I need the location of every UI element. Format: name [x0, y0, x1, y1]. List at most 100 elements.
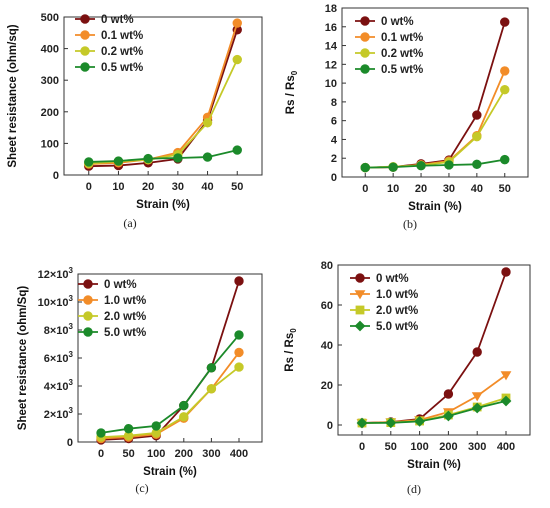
x-tick-label: 300: [468, 441, 486, 453]
data-point: [232, 18, 242, 28]
data-point: [234, 330, 244, 340]
y-tick-label: 0: [327, 420, 333, 432]
data-point: [500, 371, 512, 381]
plot-frame: [63, 16, 263, 176]
series-0-5wt: [360, 154, 510, 173]
data-point: [206, 384, 217, 394]
series-line: [88, 149, 238, 163]
data-point: [414, 416, 425, 427]
x-tick-label: 300: [202, 448, 220, 460]
x-tick-label: 50: [499, 183, 511, 195]
y-tick-label: 80: [321, 260, 333, 272]
series-line: [365, 89, 506, 169]
x-axis-label: Strain (%): [407, 459, 461, 471]
x-axis-label: Strain (%): [136, 199, 190, 211]
data-point: [113, 156, 124, 166]
data-point: [143, 153, 153, 164]
data-point: [179, 412, 189, 422]
x-axis-label: Strain (%): [143, 466, 197, 478]
x-tick-label: 10: [112, 181, 124, 193]
series-0-5wt: [84, 145, 242, 167]
x-tick-label: 200: [439, 441, 457, 453]
legend-label: 0 wt%: [376, 273, 409, 285]
legend-label: 1.0 wt%: [376, 289, 418, 301]
x-tick-label: 50: [122, 448, 134, 460]
data-point: [472, 131, 482, 142]
legend-label: 2.0 wt%: [376, 305, 418, 317]
series-line: [365, 70, 506, 169]
legend-swatch-marker: [83, 279, 93, 289]
data-point: [84, 157, 94, 167]
data-point: [206, 363, 217, 373]
y-tick-label: 200: [41, 107, 59, 119]
x-tick-label: 100: [147, 448, 165, 460]
y-tick-label: 0: [331, 172, 337, 184]
legend: 0 wt% 1.0 wt% 2.0 wt% 5.0 wt%: [78, 279, 146, 339]
y-tick-label: 300: [41, 75, 59, 87]
legend-label: 0.1 wt%: [381, 32, 423, 44]
legend-swatch-marker: [360, 64, 370, 74]
y-tick-label: 500: [41, 12, 59, 24]
legend-label: 0 wt%: [381, 16, 414, 28]
data-point: [416, 161, 426, 171]
legend-swatch-marker: [83, 295, 93, 305]
x-tick-label: 30: [172, 181, 184, 193]
legend-swatch-marker: [80, 30, 90, 40]
x-tick-label: 20: [142, 181, 154, 193]
plot-frame: [337, 264, 531, 436]
legend-swatch-marker: [83, 311, 93, 321]
series-5-0wt: [356, 395, 512, 429]
legend-swatch-marker: [355, 305, 365, 315]
legend-swatch-marker: [80, 46, 90, 56]
legend-label: 0.2 wt%: [101, 46, 143, 58]
data-point: [151, 421, 161, 431]
data-point: [356, 417, 368, 429]
legend: 0 wt% 0.1 wt% 0.2 wt% 0.5 wt%: [355, 16, 423, 76]
plot-frame: [341, 7, 529, 178]
y-tick-label: 16: [325, 22, 337, 34]
data-point: [472, 347, 482, 357]
y-tick-label: 14: [325, 41, 338, 53]
data-point: [388, 162, 398, 172]
data-point: [96, 428, 106, 438]
y-tick-label: 0: [67, 437, 73, 449]
chart-panel-2: 0 2 4 6 8 10 12 14 16 18 0 10 20 30 40 50 Strain (%) Rs /…: [285, 3, 529, 231]
data-point: [500, 154, 510, 165]
legend-label: 0.5 wt%: [101, 62, 143, 74]
data-point: [472, 159, 482, 170]
panel-caption: (d): [407, 482, 421, 496]
y-tick-label: 4×103: [44, 378, 74, 393]
y-tick-label: 6×103: [44, 350, 74, 365]
x-tick-label: 30: [443, 183, 455, 195]
x-tick-label: 400: [230, 448, 248, 460]
x-tick-label: 20: [415, 183, 427, 195]
chart-panel-4: 0 20 40 60 80 0 50 100 200 300 400 Strain (%) Rs / R…: [284, 260, 531, 496]
legend: 0 wt% 1.0 wt% 2.0 wt% 5.0 wt%: [350, 273, 418, 333]
x-axis-label: Strain (%): [408, 201, 462, 213]
data-point: [444, 160, 454, 170]
y-tick-label: 60: [321, 300, 333, 312]
legend-label: 0 wt%: [101, 14, 134, 26]
legend-swatch-marker: [83, 327, 93, 337]
data-point: [202, 118, 213, 128]
series-line: [88, 22, 239, 165]
data-point: [443, 389, 454, 399]
y-tick-label: 2: [331, 153, 337, 165]
series-2-0wt: [96, 362, 244, 442]
y-axis-label: Rs / Rs0: [284, 328, 298, 372]
legend-label: 0.1 wt%: [101, 30, 143, 42]
legend-swatch-marker: [354, 320, 366, 332]
data-point: [234, 347, 244, 358]
data-point: [234, 276, 244, 286]
y-axis-label: Sheet resistance (ohm/sq): [7, 24, 19, 167]
x-tick-label: 40: [471, 183, 483, 195]
y-axis-label: Rs / Rs0: [285, 70, 299, 114]
legend-swatch-marker: [80, 62, 90, 72]
y-tick-label: 10: [325, 78, 337, 90]
x-tick-label: 50: [385, 441, 397, 453]
data-point: [179, 400, 189, 411]
panel-caption: (a): [123, 216, 136, 230]
data-point: [500, 66, 510, 76]
x-tick-label: 10: [387, 183, 399, 195]
x-tick-label: 100: [410, 441, 428, 453]
